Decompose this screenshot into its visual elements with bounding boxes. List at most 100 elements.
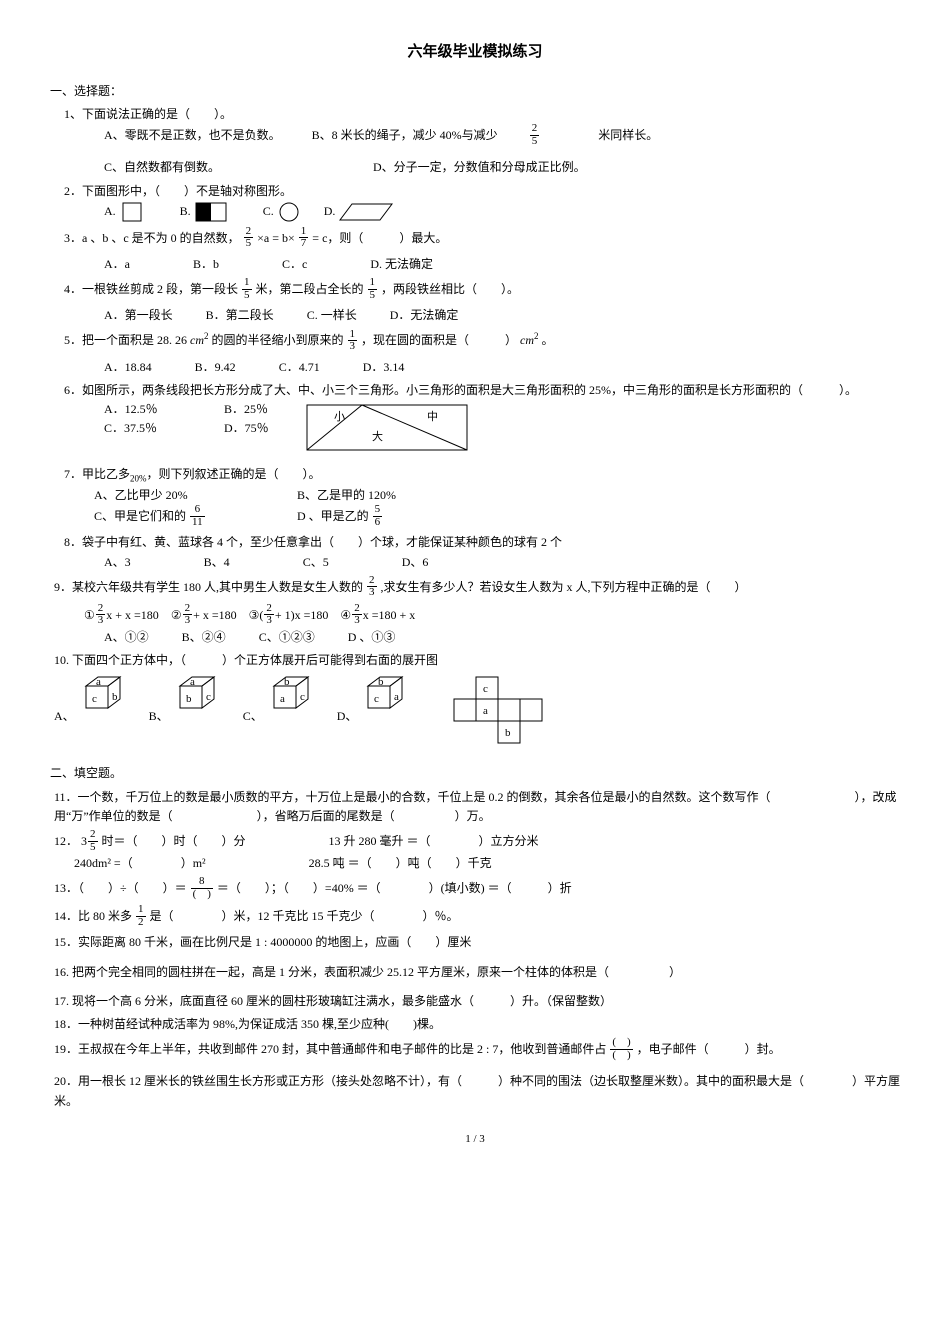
q7-Dfd: 6	[373, 517, 383, 529]
q14-post: 是（ ）米，12 千克比 15 千克少（ ）％。	[150, 909, 459, 923]
q5-unit1: cm	[190, 333, 204, 347]
q6-B: B．25％	[224, 402, 268, 416]
svg-text:c: c	[206, 691, 211, 703]
q6: 6．如图所示，两条线段把长方形分成了大、中、小三个三角形。小三角形的面积是大三角…	[64, 381, 900, 461]
q7-D: D 、甲是乙的 56	[297, 509, 383, 523]
square-icon	[119, 201, 147, 223]
q3-f2d: 7	[299, 238, 309, 250]
q8-B: B、4	[204, 553, 230, 572]
q7-Cfd: 11	[190, 517, 205, 529]
q19: 19．王叔叔在今年上半年，共收到邮件 270 封，其中普通邮件和电子邮件的比是 …	[54, 1038, 900, 1062]
q5-D: D．3.14	[363, 358, 405, 377]
q14-fd: 2	[136, 917, 146, 929]
q12-l3: 240dm² =（ ）m²	[74, 856, 206, 870]
q3-mid1: ×a = b×	[257, 231, 295, 245]
q13: 13．（ ）÷（ ）＝ 8( ) ＝（ ）；（ ）=40% ＝（ ）(填小数) …	[54, 877, 900, 901]
q5-C: C．4.71	[279, 358, 320, 377]
cube-icon: a c b	[172, 674, 222, 720]
q4-f1n: 1	[242, 277, 252, 290]
cube-icon: b c a	[266, 674, 316, 720]
cube-icon: a b c	[78, 674, 128, 720]
q12: 12． 325 时＝（ ）时（ ）分 13 升 280 毫升 ＝（ ）立方分米 …	[54, 830, 900, 873]
q5-sup1: 2	[204, 331, 209, 341]
q8-A: A、3	[104, 553, 131, 572]
q4-f1d: 5	[242, 290, 252, 302]
q15: 15．实际距离 80 千米，画在比例尺是 1 : 4000000 的地图上，应画…	[54, 933, 900, 952]
q1: 1、下面说法正确的是（ ）。 A、零既不是正数，也不是负数。 B、8 米长的绳子…	[64, 105, 900, 177]
q12-l2: 13 升 280 毫升 ＝（ ）立方分米	[329, 834, 539, 848]
q16: 16. 把两个完全相同的圆柱拼在一起，高是 1 分米，表面积减少 25.12 平…	[54, 963, 900, 982]
q9-fd: 3	[367, 587, 377, 599]
q7-D-pre: D 、甲是乙的	[297, 509, 369, 523]
q10-A: A、 a b c	[54, 674, 128, 726]
q9: 9．某校六年级共有学生 180 人,其中男生人数是女生人数的 23 ,求女生有多…	[54, 576, 900, 647]
q4-post: ，两段铁丝相比（ ）。	[381, 282, 519, 296]
q12-three: 3	[81, 834, 87, 848]
q7-pct: 20%	[130, 474, 147, 484]
q7-C-pre: C、甲是它们和的	[94, 509, 186, 523]
q2-B-label: B.	[180, 204, 191, 218]
q9-pre: 9．某校六年级共有学生 180 人,其中男生人数是女生人数的	[54, 580, 363, 594]
page-title: 六年级毕业模拟练习	[50, 40, 900, 64]
q10-D: D、 b a c	[337, 674, 411, 726]
q10-B-label: B、	[149, 709, 169, 723]
q3-D: D. 无法确定	[370, 255, 433, 274]
circle-icon	[277, 201, 301, 223]
q7-Dfn: 5	[373, 504, 383, 517]
cube-icon: b a c	[360, 674, 410, 720]
q20: 20．用一根长 12 厘米长的铁丝围生长方形或正方形（接头处忽略不计），有（ ）…	[54, 1072, 900, 1110]
q8-C: C、5	[303, 553, 329, 572]
svg-text:b: b	[505, 727, 511, 739]
q1-B-post: 米同样长。	[598, 126, 658, 145]
parallelogram-icon	[338, 201, 396, 223]
svg-text:c: c	[483, 683, 488, 695]
cube-net-icon: c a b	[441, 674, 551, 744]
q3: 3．a 、b 、c 是不为 0 的自然数， 25 ×a = b× 17 = c，…	[64, 227, 900, 274]
svg-text:a: a	[394, 691, 399, 703]
q19-fd: ( )	[610, 1050, 632, 1062]
svg-text:a: a	[96, 676, 101, 688]
q10-net: c a b	[441, 674, 551, 750]
q4-mid: 米，第二段占全长的	[256, 282, 364, 296]
q7-B: B、乙是甲的 120%	[297, 488, 396, 502]
q3-A: A．a	[104, 255, 130, 274]
q1-frac-den: 5	[530, 136, 540, 148]
q5-B: B．9.42	[195, 358, 236, 377]
q2-text: 2．下面图形中，（ ）不是轴对称图形。	[64, 182, 900, 201]
svg-text:a: a	[280, 693, 285, 705]
svg-text:c: c	[92, 693, 97, 705]
q13-pre: 13．（ ）÷（ ）＝	[54, 881, 187, 895]
q10: 10. 下面四个正方体中，（ ）个正方体展开后可能得到右面的展开图 A、 a b…	[54, 651, 900, 750]
q4-pre: 4．一根铁丝剪成 2 段，第一段长	[64, 282, 238, 296]
q12-fn: 2	[88, 829, 98, 842]
svg-text:c: c	[374, 693, 379, 705]
svg-text:b: b	[186, 693, 192, 705]
svg-text:b: b	[378, 676, 384, 688]
q5-mid: 的圆的半径缩小到原来的	[212, 333, 344, 347]
q4-f2n: 1	[368, 277, 378, 290]
svg-text:b: b	[112, 691, 118, 703]
svg-text:b: b	[284, 676, 290, 688]
svg-text:a: a	[483, 705, 488, 717]
section2-heading: 二、填空题。	[50, 764, 900, 783]
q4-C: C. 一样长	[307, 306, 357, 325]
svg-text:c: c	[300, 691, 305, 703]
q19-fn: ( )	[610, 1037, 632, 1050]
q10-A-label: A、	[54, 709, 75, 723]
q6-D: D．75％	[224, 421, 269, 435]
q19-post: ，电子邮件（ ）封。	[637, 1042, 781, 1056]
q7-post: ，则下列叙述正确的是（ ）。	[147, 467, 321, 481]
q9-o3: ③(23+ 1)x =180	[249, 608, 332, 622]
q1-text: 1、下面说法正确的是（ ）。	[64, 105, 900, 124]
page-footer: 1 / 3	[50, 1131, 900, 1149]
q12-fd: 5	[88, 842, 98, 854]
q6-text: 6．如图所示，两条线段把长方形分成了大、中、小三个三角形。小三角形的面积是大三角…	[64, 383, 857, 397]
q4-B: B．第二段长	[206, 306, 274, 325]
q4: 4．一根铁丝剪成 2 段，第一段长 15 米，第二段占全长的 15 ，两段铁丝相…	[64, 278, 900, 325]
q6-A: A．12.5％	[104, 400, 224, 419]
q7-A: A、乙比甲少 20%	[94, 486, 294, 505]
q5-unit2: cm	[520, 333, 534, 347]
q6-figure: 小 中 大	[302, 400, 472, 461]
q2-D-label: D.	[324, 204, 336, 218]
rect-shaded-icon	[194, 201, 230, 223]
